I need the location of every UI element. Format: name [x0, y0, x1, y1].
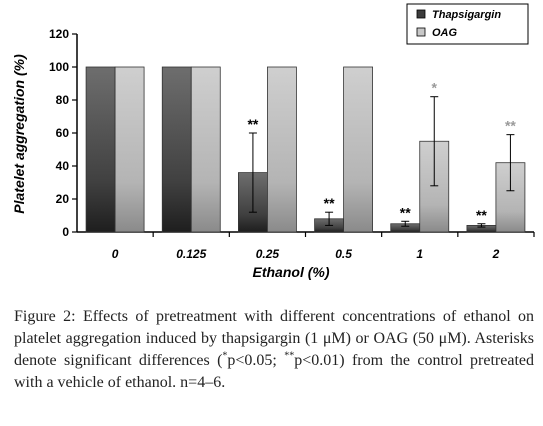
bar-thapsigargin-0 — [85, 66, 116, 233]
y-tick-label: 0 — [62, 225, 69, 239]
bar-oag-2 — [267, 66, 297, 233]
legend-label-oag: OAG — [432, 27, 458, 39]
legend-swatch-thapsigargin — [416, 9, 426, 19]
x-tick-label: 2 — [492, 247, 500, 261]
figure-caption: Figure 2: Effects of pretreatment with d… — [14, 306, 534, 394]
x-tick-label: 0 — [112, 247, 119, 261]
legend-box — [406, 3, 529, 45]
bar-oag-1 — [190, 66, 221, 233]
caption-text-3: p<0.01) from the control pretreated with… — [14, 352, 534, 391]
x-tick-label: 1 — [416, 247, 423, 261]
y-tick-label: 100 — [49, 60, 69, 74]
significance-marker: ** — [247, 116, 258, 132]
significance-marker: ** — [505, 118, 516, 134]
legend-swatch-oag — [416, 27, 426, 37]
bar-thapsigargin-1 — [161, 66, 192, 233]
legend-label-thapsigargin: Thapsigargin — [432, 9, 501, 21]
significance-marker: * — [432, 80, 438, 96]
x-tick-label: 0.125 — [176, 247, 206, 261]
caption-text-1: Effects of pretreatment with different c… — [14, 308, 535, 369]
y-tick-label: 80 — [56, 93, 70, 107]
caption-text-2: p<0.05; — [227, 352, 285, 369]
x-axis-title: Ethanol (%) — [253, 264, 330, 280]
significance-marker: ** — [476, 207, 487, 223]
bar-oag-3 — [343, 66, 373, 233]
y-tick-label: 120 — [49, 27, 69, 41]
caption-sup-1: * — [222, 350, 228, 362]
significance-marker: ** — [400, 204, 411, 220]
y-tick-label: 20 — [56, 192, 70, 206]
x-tick-label: 0.25 — [256, 247, 280, 261]
caption-figure-label: Figure 2: — [14, 308, 76, 325]
y-tick-label: 40 — [56, 159, 70, 173]
caption-sup-2: ** — [284, 350, 295, 362]
x-tick-label: 0.5 — [335, 247, 352, 261]
y-axis-title: Platelet aggregation (%) — [11, 54, 27, 214]
y-tick-label: 60 — [56, 126, 70, 140]
bar-oag-0 — [114, 66, 145, 233]
legend: Thapsigargin OAG — [406, 3, 529, 45]
significance-marker: ** — [324, 195, 335, 211]
